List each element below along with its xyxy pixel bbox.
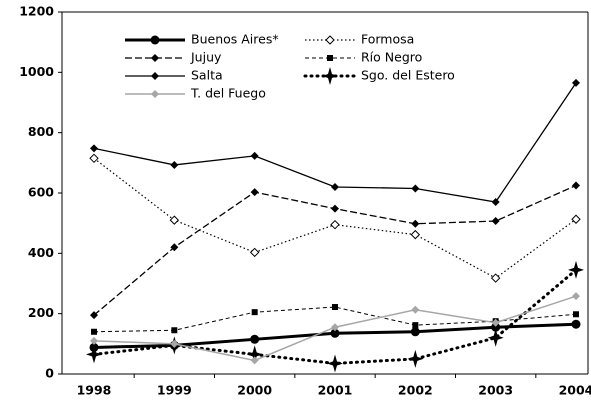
point [322, 67, 338, 85]
point [91, 328, 97, 335]
point [491, 318, 500, 327]
legend-label: Buenos Aires* [191, 32, 279, 47]
x-tick-label: 2004 [559, 383, 591, 398]
point [572, 181, 580, 190]
point [151, 72, 159, 80]
point [490, 273, 501, 283]
x-tick-label: 2000 [237, 383, 272, 398]
point [171, 327, 178, 334]
point [568, 260, 584, 279]
x-tick-label: 1999 [157, 383, 192, 398]
x-tick-label: 2002 [398, 383, 433, 398]
y-tick-label: 600 [28, 185, 54, 200]
legend-label: Río Negro [361, 50, 422, 65]
point [90, 311, 98, 320]
point [573, 311, 579, 318]
point [491, 217, 500, 226]
legend-label: T. del Fuego [190, 86, 266, 101]
point [410, 229, 421, 240]
point [572, 78, 580, 87]
y-tick-label: 1200 [19, 4, 54, 19]
point [407, 349, 424, 368]
legend-label: Formosa [361, 32, 414, 47]
x-tick-label: 1998 [77, 383, 112, 398]
point [411, 219, 420, 228]
point [330, 328, 340, 338]
y-tick-label: 0 [45, 366, 54, 381]
point [330, 219, 340, 230]
point [410, 327, 420, 337]
legend-label: Sgo. del Estero [361, 68, 455, 83]
point [90, 336, 98, 345]
point [327, 354, 343, 373]
legend-label: Jujuy [190, 50, 222, 65]
point [412, 322, 419, 329]
point [571, 214, 581, 224]
point [250, 188, 259, 197]
point [572, 292, 580, 301]
point [251, 309, 258, 316]
point [331, 323, 339, 332]
point [170, 339, 179, 348]
y-tick-label: 200 [28, 305, 54, 320]
point [491, 198, 500, 207]
x-tick-label: 2001 [318, 383, 353, 398]
point [411, 184, 420, 193]
point [571, 319, 581, 329]
point [332, 304, 338, 311]
point [331, 204, 339, 213]
point [246, 345, 263, 364]
y-tick-label: 400 [28, 245, 54, 260]
point [487, 328, 504, 347]
point [150, 35, 160, 45]
point [250, 356, 259, 365]
point [170, 160, 179, 169]
point [86, 345, 102, 364]
point [411, 305, 420, 314]
point [250, 334, 260, 344]
point [331, 182, 339, 191]
point [90, 144, 98, 153]
x-tick-label: 2003 [478, 383, 513, 398]
point [151, 54, 159, 62]
y-tick-label: 800 [28, 124, 54, 139]
point [250, 151, 259, 160]
point [491, 322, 501, 332]
point [327, 55, 333, 61]
point [325, 35, 335, 45]
point [249, 247, 260, 258]
point [151, 90, 159, 98]
point [89, 153, 99, 164]
point [169, 215, 180, 225]
series-line [92, 268, 578, 365]
point [170, 243, 179, 252]
legend-label: Salta [191, 68, 223, 83]
y-tick-label: 1000 [19, 64, 54, 79]
